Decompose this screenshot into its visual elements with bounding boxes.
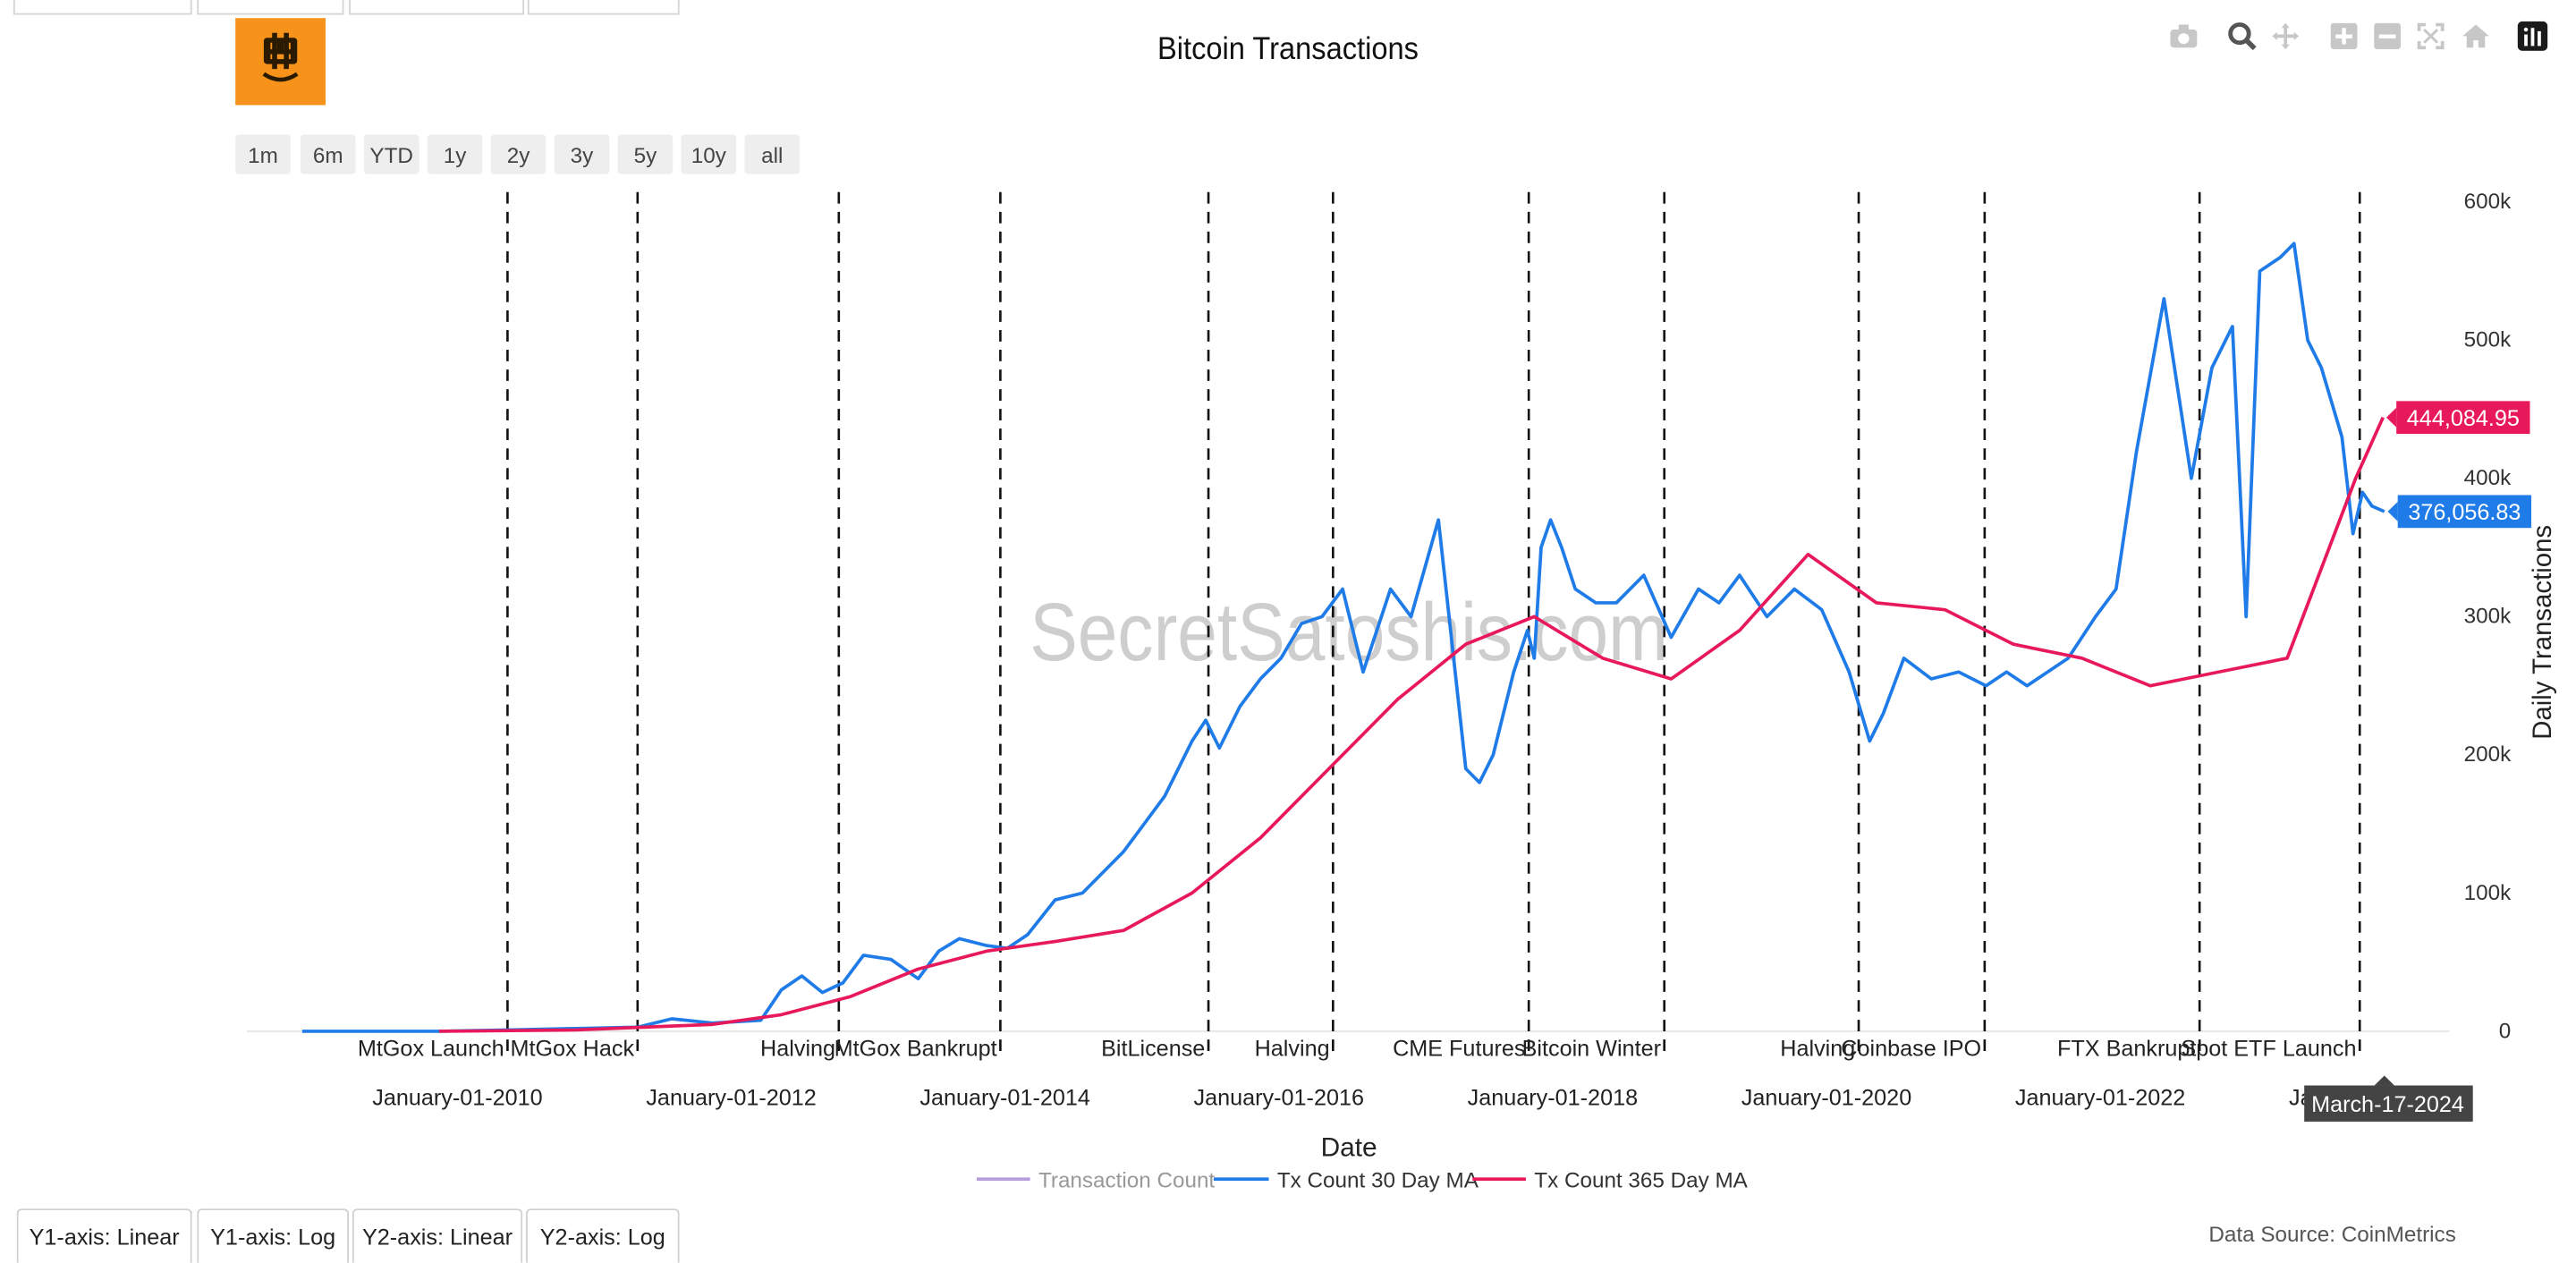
watermark: SecretSatoshis.com xyxy=(1030,587,1668,678)
series-line-365-day-ma[interactable] xyxy=(438,416,2385,1033)
y-tick-label: 400k xyxy=(2464,466,2512,490)
y-tick-label: 500k xyxy=(2464,328,2512,352)
event-label: Bitcoin Winter xyxy=(1522,1037,1661,1062)
y-tick-label: 0 xyxy=(2499,1019,2511,1043)
event-label: CME Futures xyxy=(1393,1037,1525,1062)
y-tick-label: 600k xyxy=(2464,190,2512,214)
event-label: MtGox Bankrupt xyxy=(835,1037,997,1062)
range-button-2y[interactable]: 2y xyxy=(490,134,547,174)
range-button-5y[interactable]: 5y xyxy=(617,134,674,174)
callout-box xyxy=(2397,495,2532,529)
legend-label-30-day-ma: Tx Count 30 Day MA xyxy=(1277,1169,1479,1193)
legend-item-transaction-count[interactable]: Transaction Count xyxy=(976,1169,1216,1193)
hover-date-label: March-17-2024 xyxy=(2311,1092,2464,1117)
top-tab-2 xyxy=(197,0,344,15)
hover-date-box xyxy=(2304,1085,2473,1122)
y-tick-label: 100k xyxy=(2464,881,2512,905)
autoscale-icon[interactable] xyxy=(2414,20,2447,53)
top-tab-1 xyxy=(13,0,192,15)
top-tab-3 xyxy=(349,0,525,15)
x-axis-title: Date xyxy=(1321,1133,1377,1163)
event-layer xyxy=(506,191,2361,1058)
chart-title: Bitcoin Transactions xyxy=(1157,32,1419,68)
legend: Transaction Count Tx Count 30 Day MA Tx … xyxy=(976,1169,1748,1193)
event-label: MtGox Hack xyxy=(510,1037,634,1062)
event-label: BitLicense xyxy=(1101,1037,1205,1062)
x-tick-label: January-01-2014 xyxy=(919,1086,1090,1111)
event-label: Halving xyxy=(1255,1037,1330,1062)
legend-item-365-day-ma[interactable]: Tx Count 365 Day MA xyxy=(1472,1169,1748,1193)
x-tick-label: January-01-2016 xyxy=(1194,1086,1364,1111)
y-tick-label: 200k xyxy=(2464,742,2512,767)
callout-pointer xyxy=(2385,407,2397,428)
zoom-icon[interactable] xyxy=(2225,20,2258,53)
zoom-out-icon[interactable] xyxy=(2370,20,2403,53)
range-button-1m[interactable]: 1m xyxy=(235,134,291,174)
callout-box xyxy=(2396,401,2530,435)
y2-linear-button[interactable]: Y2-axis: Linear xyxy=(352,1208,523,1263)
range-button-ytd[interactable]: YTD xyxy=(363,134,419,174)
range-button-6m[interactable]: 6m xyxy=(300,134,356,174)
axis-layer: 0 100k 200k 300k 400k 500k 600k January-01-2010… xyxy=(372,190,2512,1110)
x-tick-label: January-01-2022 xyxy=(2015,1086,2185,1111)
x-tick-label: January-01-2018 xyxy=(1468,1086,1638,1111)
event-label: Halving xyxy=(760,1037,835,1062)
callout-value: 444,084.95 xyxy=(2407,406,2520,431)
y-axis-title: Daily Transactions xyxy=(2528,525,2557,740)
callout-pointer xyxy=(2387,501,2398,521)
plotly-logo-icon[interactable] xyxy=(2516,20,2549,53)
callout-value: 376,056.83 xyxy=(2408,500,2521,525)
pan-icon[interactable] xyxy=(2269,20,2302,53)
y1-linear-button[interactable]: Y1-axis: Linear xyxy=(16,1208,192,1263)
range-button-10y[interactable]: 10y xyxy=(681,134,737,174)
event-label: Coinbase IPO xyxy=(1841,1037,1981,1062)
y2-log-button[interactable]: Y2-axis: Log xyxy=(525,1208,680,1263)
series-line-30-day-ma[interactable] xyxy=(301,242,2385,1033)
camera-icon[interactable] xyxy=(2167,20,2200,53)
series-layer xyxy=(301,242,2385,1033)
y1-log-button[interactable]: Y1-axis: Log xyxy=(197,1208,350,1263)
x-tick-label: January-01-2020 xyxy=(1741,1086,1911,1111)
legend-label-365-day-ma: Tx Count 365 Day MA xyxy=(1534,1169,1748,1193)
legend-item-30-day-ma[interactable]: Tx Count 30 Day MA xyxy=(1213,1169,1479,1193)
x-tick-label: January-01-2012 xyxy=(646,1086,816,1111)
legend-label-transaction-count: Transaction Count xyxy=(1038,1169,1216,1193)
event-label: Halving xyxy=(1780,1037,1855,1062)
data-source: Data Source: CoinMetrics xyxy=(2208,1221,2456,1247)
reset-axes-icon[interactable] xyxy=(2459,20,2492,53)
zoom-in-icon[interactable] xyxy=(2327,20,2360,53)
event-label: FTX Bankrupt xyxy=(2057,1037,2196,1062)
y-tick-label: 300k xyxy=(2464,605,2512,629)
range-button-3y[interactable]: 3y xyxy=(554,134,610,174)
range-button-all[interactable]: all xyxy=(744,134,801,174)
top-tab-4 xyxy=(527,0,680,15)
range-button-1y[interactable]: 1y xyxy=(427,134,483,174)
event-label: Spot ETF Launch xyxy=(2181,1037,2356,1062)
hover-date-pointer xyxy=(2374,1075,2394,1086)
x-tick-label: January-01-2010 xyxy=(372,1086,542,1111)
event-label: MtGox Launch xyxy=(358,1037,504,1062)
bitcoin-logo xyxy=(235,18,326,106)
